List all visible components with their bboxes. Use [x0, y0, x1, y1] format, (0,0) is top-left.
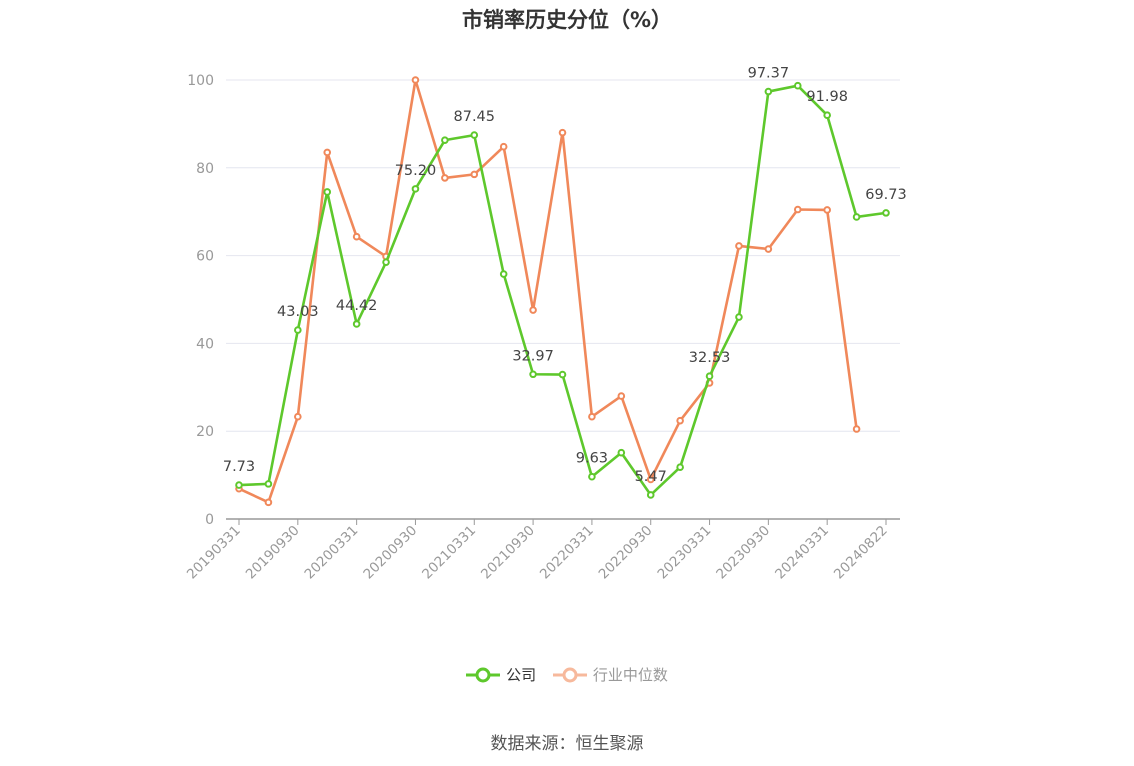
data-point-industry — [323, 148, 332, 157]
data-label: 69.73 — [865, 187, 907, 203]
x-tick-label: 20200930 — [360, 523, 420, 583]
legend-item-industry[interactable]: 行业中位数 — [552, 664, 668, 685]
data-label: 43.03 — [277, 304, 319, 320]
x-tick-label: 20240822 — [831, 523, 891, 583]
y-tick-label: 0 — [205, 512, 214, 528]
data-point-company — [499, 270, 508, 278]
chart-title: 市销率历史分位（%） — [461, 8, 673, 32]
legend-industry-label: 行业中位数 — [592, 666, 668, 684]
data-label: 91.98 — [806, 89, 848, 105]
x-tick-label: 20190331 — [184, 523, 244, 583]
y-tick-label: 40 — [196, 336, 214, 352]
data-point-industry — [294, 412, 302, 421]
data-point-industry — [588, 412, 596, 421]
x-tick-label: 20210331 — [419, 523, 479, 583]
data-point-company — [588, 472, 596, 481]
data-point-industry — [764, 245, 773, 253]
data-label: 5.47 — [635, 469, 667, 485]
legend-item-company[interactable]: 公司 — [466, 664, 536, 685]
data-point-industry — [352, 232, 361, 241]
data-point-company — [558, 370, 567, 379]
data-label: 44.42 — [336, 298, 378, 314]
data-point-industry — [411, 76, 420, 84]
y-tick-label: 100 — [187, 73, 214, 89]
data-point-industry — [852, 425, 861, 433]
y-tick-label: 20 — [196, 424, 214, 440]
x-tick-label: 20230930 — [713, 523, 773, 583]
legend-industry-marker-icon — [552, 667, 587, 682]
data-point-industry — [646, 475, 655, 484]
data-point-company — [529, 370, 537, 379]
data-point-company — [852, 213, 861, 221]
data-label: 87.45 — [454, 109, 496, 125]
y-tick-label: 80 — [196, 161, 214, 177]
x-tick-label: 20190930 — [243, 523, 303, 583]
data-point-industry — [735, 242, 743, 250]
y-tick-label: 60 — [196, 249, 214, 265]
data-point-company — [441, 136, 449, 144]
data-point-industry — [676, 416, 684, 425]
data-label: 97.37 — [748, 66, 790, 82]
data-point-company — [793, 81, 802, 90]
x-tick-label: 20210930 — [478, 523, 538, 583]
legend-company-label: 公司 — [506, 666, 537, 684]
data-point-industry — [793, 205, 802, 214]
data-point-industry — [558, 128, 567, 137]
data-point-company — [676, 463, 684, 471]
data-label: 32.97 — [512, 348, 554, 364]
data-point-industry — [499, 142, 508, 151]
line-chart: 0 20 40 60 80 100 2019033120190930202003312020… — [184, 66, 907, 583]
data-point-industry — [470, 170, 479, 179]
data-point-company — [411, 185, 420, 193]
data-point-company — [235, 481, 243, 489]
data-point-industry — [529, 306, 537, 314]
legend: 公司 行业中位数 — [0, 664, 1134, 687]
data-point-company — [294, 326, 302, 334]
data-point-company — [735, 313, 743, 321]
data-label: 7.73 — [223, 459, 255, 475]
x-tick-label: 20220930 — [596, 523, 656, 583]
data-point-company — [323, 188, 332, 196]
data-point-company — [264, 480, 273, 488]
data-point-company — [646, 491, 655, 499]
x-tick-label: 20220331 — [537, 523, 597, 583]
data-point-industry — [441, 174, 449, 182]
x-tick-label: 20230331 — [654, 523, 714, 583]
data-source-note: 数据来源：恒生聚源 — [490, 734, 644, 754]
data-point-industry — [264, 498, 273, 507]
data-label: 75.20 — [395, 163, 437, 179]
data-point-company — [882, 209, 890, 217]
data-point-company — [617, 448, 626, 457]
data-label: 32.53 — [689, 350, 731, 366]
data-point-industry — [617, 392, 626, 400]
legend-company-marker-icon — [466, 667, 501, 682]
data-point-company — [470, 131, 479, 139]
data-point-company — [705, 372, 714, 380]
data-point-company — [764, 87, 773, 96]
series-line-industry — [238, 78, 858, 504]
data-point-company — [382, 258, 390, 266]
data-point-industry — [823, 206, 831, 214]
data-point-company — [352, 320, 361, 328]
x-tick-label: 20240331 — [772, 523, 832, 583]
data-point-company — [823, 111, 831, 120]
series-line-company — [238, 84, 887, 497]
data-label: 9.63 — [576, 451, 608, 467]
x-tick-label: 20200331 — [302, 523, 362, 583]
